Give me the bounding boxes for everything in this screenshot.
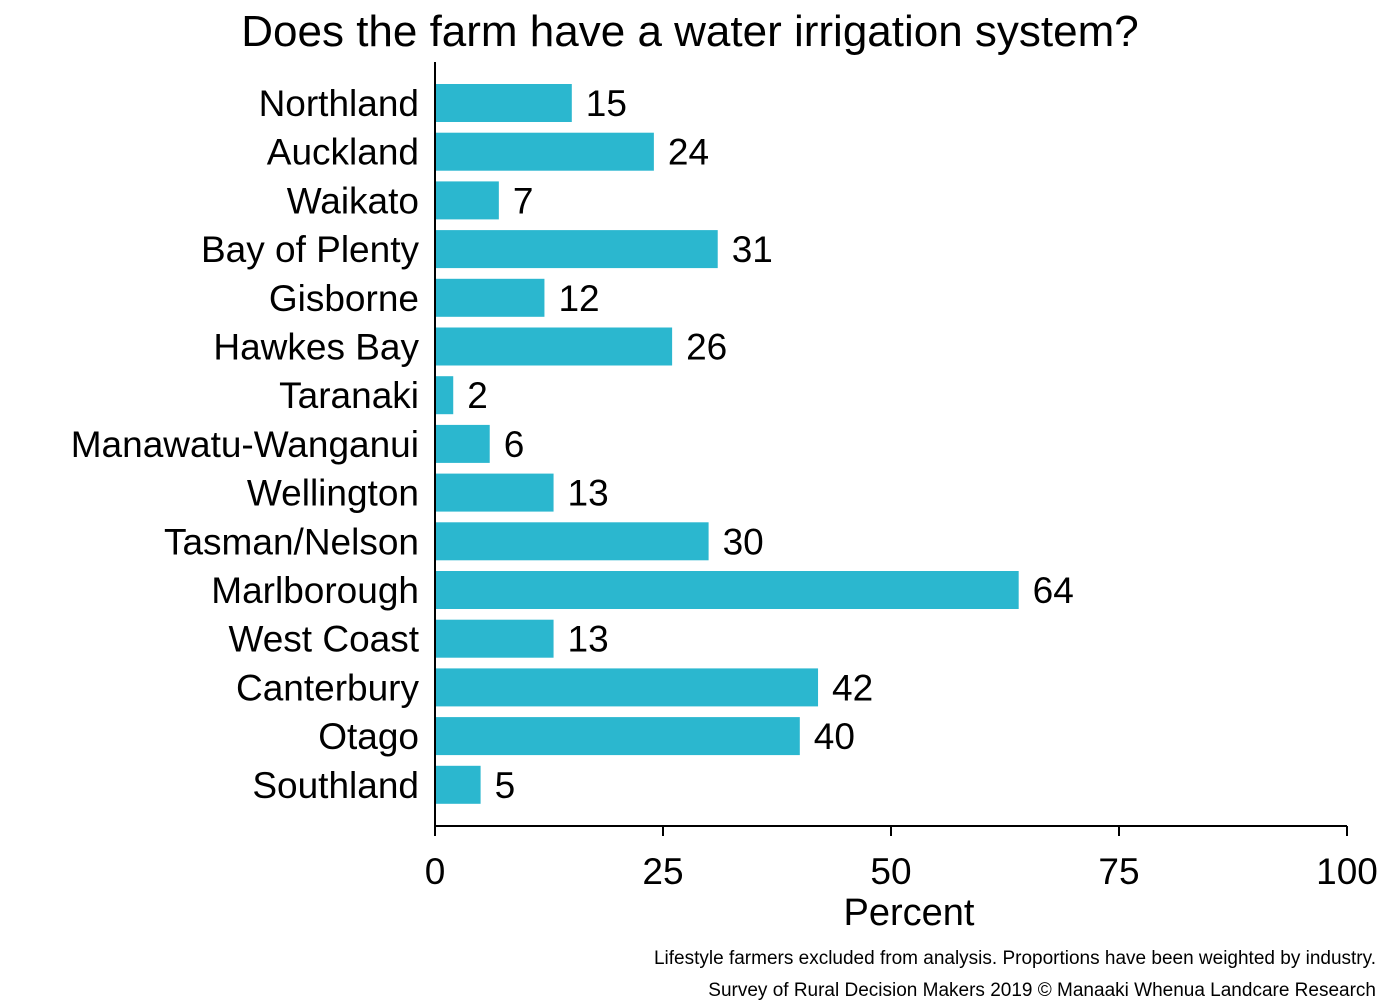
x-axis-title: Percent [844, 892, 975, 934]
x-tick-label-25: 25 [642, 851, 683, 892]
bar-otago [435, 717, 800, 756]
category-label-northland: Northland [259, 83, 419, 124]
bar-wellington [435, 473, 554, 512]
category-label-wellington: Wellington [247, 473, 419, 514]
bars-group: Northland 15 Auckland 24 Waikato 7 Bay of Plen… [71, 83, 1074, 806]
bar-waikato [435, 181, 499, 220]
bar-northland [435, 84, 572, 122]
category-label-hawkes-bay: Hawkes Bay [213, 327, 419, 368]
value-label-gisborne: 12 [558, 278, 599, 319]
chart-title: Does the farm have a water irrigation sy… [241, 7, 1139, 56]
bar-hawkes-bay [435, 327, 673, 366]
x-tick-label-0: 0 [425, 851, 446, 892]
value-label-waikato: 7 [513, 180, 534, 221]
bar-marlborough [435, 571, 1019, 609]
bar-manawatu-wanganui [435, 424, 490, 463]
value-label-southland: 5 [495, 765, 516, 806]
category-label-canterbury: Canterbury [236, 667, 420, 708]
bar-gisborne [435, 278, 545, 317]
footnote-weighting: Lifestyle farmers excluded from analysis… [654, 948, 1376, 969]
bar-west-coast [435, 619, 554, 658]
value-label-canterbury: 42 [832, 667, 873, 708]
category-label-manawatu-wanganui: Manawatu-Wanganui [71, 424, 419, 465]
bar-bay-of-plenty [435, 230, 718, 269]
x-tick-label-50: 50 [870, 851, 911, 892]
x-tick-label-100: 100 [1316, 851, 1378, 892]
value-label-bay-of-plenty: 31 [732, 229, 773, 270]
value-label-otago: 40 [814, 716, 855, 757]
bar-canterbury [435, 668, 819, 707]
value-label-auckland: 24 [668, 132, 709, 173]
category-label-bay-of-plenty: Bay of Plenty [201, 229, 420, 270]
category-label-otago: Otago [318, 716, 419, 757]
value-label-tasman-nelson: 30 [723, 521, 764, 562]
category-label-taranaki: Taranaki [279, 375, 419, 416]
value-label-hawkes-bay: 26 [686, 327, 727, 368]
bar-auckland [435, 132, 654, 171]
bar-southland [435, 765, 481, 804]
bar-tasman-nelson [435, 522, 709, 561]
bar-taranaki [435, 376, 454, 415]
value-label-taranaki: 2 [467, 375, 488, 416]
footnote-source: Survey of Rural Decision Makers 2019 © M… [708, 980, 1376, 1001]
value-label-northland: 15 [586, 83, 627, 124]
x-tick-label-75: 75 [1098, 851, 1139, 892]
category-label-tasman-nelson: Tasman/Nelson [164, 521, 419, 562]
x-axis: 0 25 50 75 100 [425, 825, 1378, 892]
category-label-southland: Southland [252, 765, 419, 806]
value-label-wellington: 13 [568, 473, 609, 514]
category-label-waikato: Waikato [287, 180, 419, 221]
category-label-marlborough: Marlborough [211, 570, 419, 611]
category-label-gisborne: Gisborne [269, 278, 419, 319]
value-label-west-coast: 13 [568, 619, 609, 660]
category-label-west-coast: West Coast [228, 619, 419, 660]
value-label-marlborough: 64 [1033, 570, 1074, 611]
category-label-auckland: Auckland [267, 132, 419, 173]
value-label-manawatu-wanganui: 6 [504, 424, 525, 465]
